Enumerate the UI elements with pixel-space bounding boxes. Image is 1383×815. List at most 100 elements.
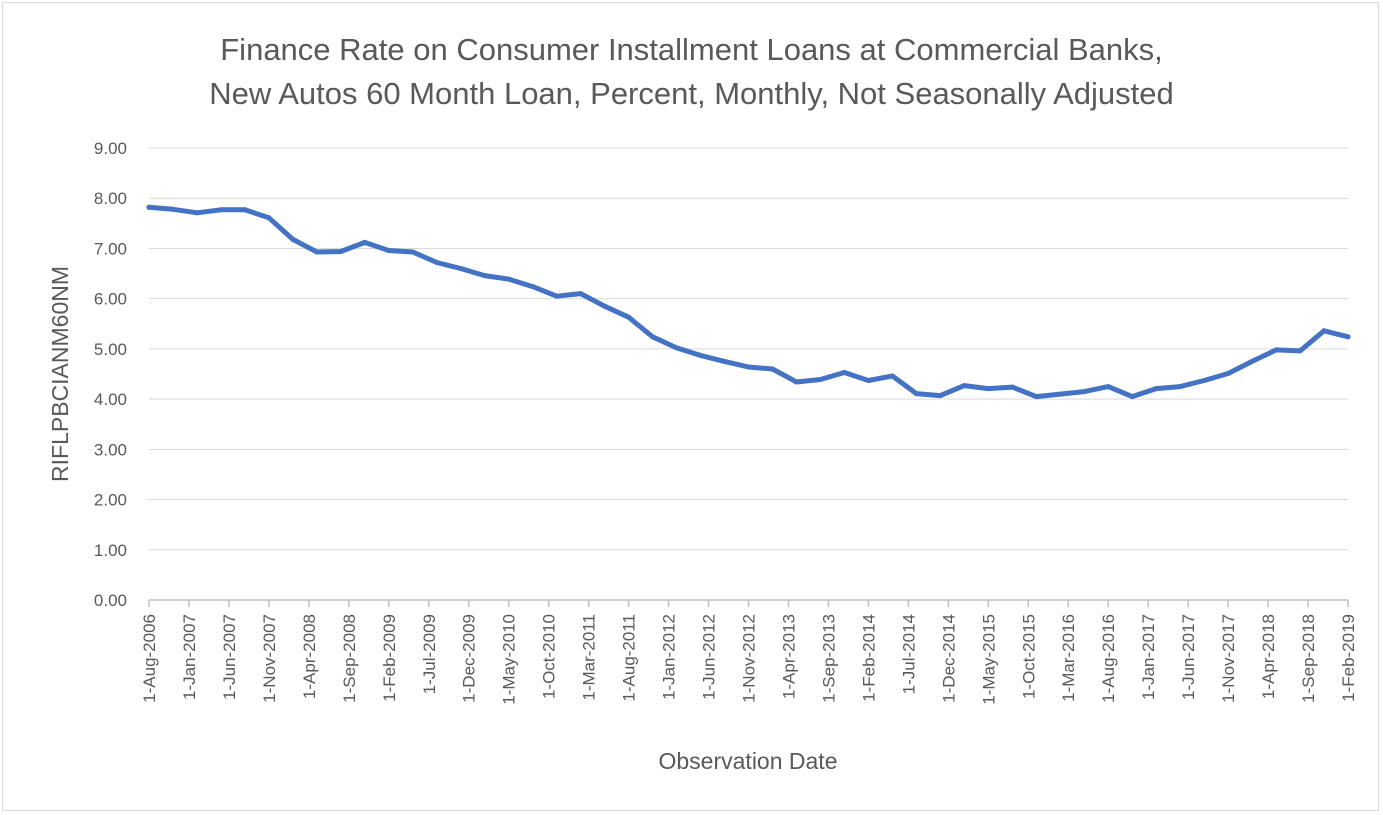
- data-point: [841, 370, 847, 375]
- gridlines: [149, 147, 1348, 551]
- x-tick-label: 1-Apr-2018: [1259, 614, 1278, 699]
- data-point: [482, 273, 488, 279]
- data-point: [674, 345, 680, 351]
- data-point: [218, 207, 224, 213]
- data-point: [746, 364, 751, 370]
- data-point: [1321, 328, 1327, 334]
- x-tick-label: 1-Sep-2013: [819, 614, 838, 703]
- x-tick-label: 1-Jan-2012: [660, 614, 679, 700]
- y-tick-label: 3.00: [94, 440, 127, 459]
- data-point: [242, 207, 248, 213]
- data-point: [338, 249, 344, 254]
- data-series: [146, 204, 1351, 400]
- data-point: [961, 383, 967, 389]
- data-point: [1033, 394, 1039, 400]
- y-tick-label: 1.00: [94, 541, 127, 560]
- data-point: [1129, 394, 1135, 400]
- data-point: [794, 379, 799, 385]
- y-axis-ticks: 0.00 1.00 2.00 3.00 4.00 5.00 6.00 7.00 8.00 9.00: [94, 139, 127, 610]
- data-point: [1105, 384, 1111, 390]
- chart-title-line-1: Finance Rate on Consumer Installment Loa…: [220, 32, 1163, 67]
- x-tick-label: 1-Feb-2014: [859, 614, 878, 702]
- chart-title-line-2: New Autos 60 Month Loan, Percent, Monthl…: [209, 76, 1174, 111]
- x-tick-label: 1-Jul-2009: [420, 614, 439, 694]
- x-axis-title: Observation Date: [659, 748, 838, 774]
- x-tick-label: 1-Aug-2006: [140, 614, 159, 703]
- data-point: [722, 358, 727, 364]
- x-tick-label: 1-Nov-2007: [260, 614, 279, 703]
- x-tick-label: 1-Aug-2016: [1099, 614, 1118, 703]
- x-tick-label: 1-Oct-2015: [1019, 614, 1038, 699]
- y-axis-title: RIFLPBCIANM60NM: [47, 266, 73, 482]
- data-point: [290, 236, 296, 242]
- data-point: [1225, 371, 1231, 376]
- x-tick-label: 1-Sep-2018: [1299, 614, 1318, 703]
- data-point: [386, 248, 392, 253]
- y-tick-label: 6.00: [94, 290, 127, 309]
- y-tick-label: 4.00: [94, 390, 127, 409]
- data-point: [1177, 384, 1183, 390]
- data-point: [194, 210, 200, 216]
- data-point: [266, 215, 272, 221]
- data-point: [650, 334, 656, 340]
- data-point: [410, 249, 416, 255]
- data-point: [170, 206, 176, 212]
- data-point: [458, 266, 464, 271]
- x-tick-label: 1-Jan-2017: [1139, 614, 1158, 700]
- x-tick-label: 1-May-2015: [979, 614, 998, 705]
- x-tick-label: 1-Apr-2008: [300, 614, 319, 699]
- y-tick-label: 9.00: [94, 139, 127, 158]
- data-point: [602, 303, 608, 309]
- data-point: [146, 204, 152, 210]
- data-point: [1345, 334, 1351, 340]
- data-point: [1273, 347, 1279, 353]
- data-point: [362, 239, 368, 245]
- data-point: [985, 386, 991, 392]
- data-point: [554, 293, 560, 299]
- data-point: [1201, 378, 1207, 383]
- data-point: [626, 314, 632, 320]
- y-tick-label: 2.00: [94, 491, 127, 510]
- x-axis-ticks: 1-Aug-2006 1-Jan-2007 1-Jun-2007 1-Nov-2007…: [140, 600, 1358, 705]
- x-tick-label: 1-Jan-2007: [180, 614, 199, 700]
- chart-title: Finance Rate on Consumer Installment Loa…: [0, 28, 1383, 116]
- x-tick-label: 1-Jul-2014: [899, 614, 918, 694]
- x-tick-label: 1-Aug-2011: [620, 614, 639, 702]
- data-point: [1153, 386, 1159, 392]
- x-tick-label: 1-Feb-2009: [380, 614, 399, 702]
- y-tick-label: 7.00: [94, 239, 127, 258]
- data-point: [1009, 384, 1015, 390]
- data-point: [578, 291, 584, 297]
- data-point: [889, 373, 895, 379]
- data-point: [1297, 348, 1303, 354]
- data-point: [1057, 391, 1063, 397]
- x-tick-label: 1-Apr-2013: [779, 614, 798, 699]
- x-tick-label: 1-Nov-2012: [740, 614, 759, 703]
- data-point: [314, 249, 320, 255]
- data-point: [506, 276, 512, 282]
- data-point: [817, 377, 823, 382]
- data-point: [913, 391, 919, 397]
- x-tick-label: 1-Dec-2014: [939, 614, 958, 703]
- x-tick-label: 1-Mar-2016: [1059, 614, 1078, 702]
- x-tick-label: 1-Jun-2012: [700, 614, 719, 700]
- data-point: [434, 260, 440, 265]
- x-tick-label: 1-May-2010: [500, 614, 519, 705]
- y-tick-label: 8.00: [94, 189, 127, 208]
- y-tick-label: 0.00: [94, 591, 127, 610]
- x-tick-label: 1-Dec-2009: [460, 614, 479, 703]
- x-tick-label: 1-Nov-2017: [1219, 614, 1238, 703]
- x-tick-label: 1-Jun-2007: [220, 614, 239, 700]
- x-tick-label: 1-Feb-2019: [1339, 614, 1358, 702]
- data-point: [1081, 389, 1087, 395]
- data-point: [698, 352, 703, 358]
- x-tick-label: 1-Sep-2008: [340, 614, 359, 703]
- data-point: [1249, 358, 1255, 364]
- data-point: [770, 366, 775, 372]
- x-tick-label: 1-Jun-2017: [1179, 614, 1198, 700]
- data-point: [530, 284, 536, 290]
- data-point: [865, 378, 871, 383]
- x-tick-label: 1-Mar-2011: [580, 614, 599, 701]
